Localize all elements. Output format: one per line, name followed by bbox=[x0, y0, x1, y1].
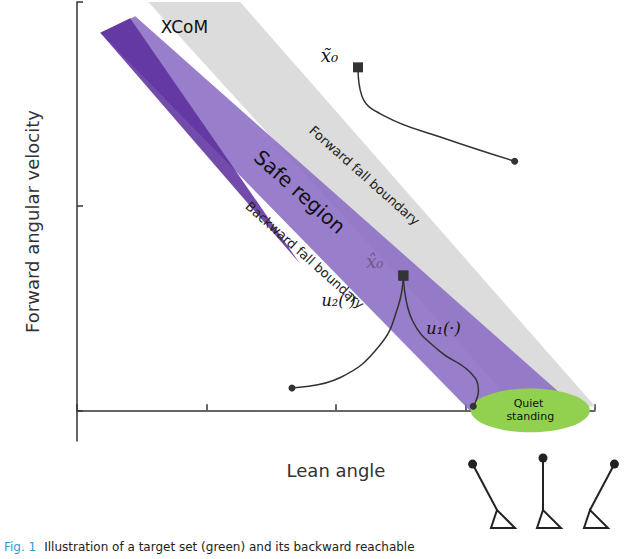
svg-text:Forward fall boundary: Forward fall boundary bbox=[306, 123, 423, 229]
svg-text:x̃₀: x̃₀ bbox=[321, 45, 338, 66]
svg-text:Lean angle: Lean angle bbox=[287, 460, 386, 481]
svg-text:x̂₀: x̂₀ bbox=[366, 251, 383, 272]
html-text:Fig. 1: Fig. 1 bbox=[4, 540, 37, 554]
html-text:Illustration of a target set (: Illustration of a target set (green) and… bbox=[44, 540, 415, 554]
svg-text:XCoM: XCoM bbox=[161, 17, 208, 37]
svg-text:standing: standing bbox=[506, 410, 554, 423]
svg-text:Forward angular velocity: Forward angular velocity bbox=[22, 110, 43, 333]
svg-text:u₁(·): u₁(·) bbox=[426, 319, 460, 338]
svg-text:Quiet: Quiet bbox=[514, 397, 547, 410]
svg-text:u₂(·): u₂(·) bbox=[321, 291, 355, 310]
svg-text:Safe region: Safe region bbox=[249, 145, 351, 239]
svg-text:Backward fall boundary: Backward fall boundary bbox=[243, 199, 368, 312]
